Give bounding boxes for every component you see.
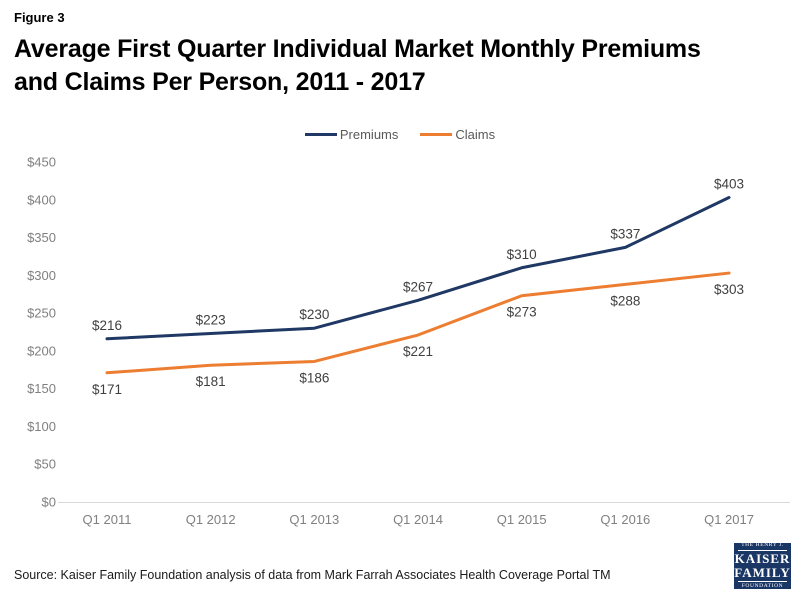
x-tick-label: Q1 2015	[497, 512, 547, 527]
y-tick-label: $300	[27, 268, 56, 283]
kff-logo-line2: KAISER	[734, 551, 791, 567]
claims-data-label: $288	[610, 293, 640, 308]
legend-label-claims: Claims	[455, 127, 496, 142]
premiums-data-label: $310	[507, 247, 537, 262]
premiums-data-label: $337	[610, 226, 640, 241]
x-tick-label: Q1 2014	[393, 512, 443, 527]
figure-label: Figure 3	[14, 10, 65, 25]
premiums-data-label: $223	[196, 313, 226, 328]
claims-data-label: $186	[299, 370, 329, 385]
kff-logo: THE HENRY J. KAISER FAMILY FOUNDATION	[734, 541, 791, 589]
y-tick-label: $400	[27, 192, 56, 207]
y-tick-label: $150	[27, 381, 56, 396]
claims-data-label: $273	[507, 305, 537, 320]
legend-item-claims: Claims	[420, 127, 495, 142]
y-tick-label: $0	[42, 495, 56, 510]
legend-swatch-premiums	[304, 133, 337, 136]
y-tick-label: $200	[27, 343, 56, 358]
premiums-data-label: $403	[714, 177, 744, 192]
claims-data-label: $303	[714, 282, 744, 297]
kff-logo-line1: THE HENRY J.	[741, 541, 784, 548]
x-tick-label: Q1 2012	[186, 512, 236, 527]
y-tick-label: $250	[27, 306, 56, 321]
legend-item-premiums: Premiums	[304, 127, 399, 142]
claims-data-label: $181	[196, 374, 226, 389]
claims-line	[105, 271, 731, 375]
premiums-line	[105, 196, 731, 341]
source-note: Source: Kaiser Family Foundation analysi…	[14, 568, 611, 582]
y-tick-label: $50	[34, 457, 56, 472]
premiums-data-label: $267	[403, 279, 433, 294]
legend-label-premiums: Premiums	[339, 127, 399, 142]
premiums-data-label: $216	[92, 318, 122, 333]
x-tick-label: Q1 2013	[289, 512, 339, 527]
chart-legend: Premiums Claims	[0, 127, 800, 142]
y-tick-label: $100	[27, 419, 56, 434]
kff-logo-line3: FAMILY	[734, 565, 791, 580]
kff-logo-line4: FOUNDATION	[741, 582, 784, 589]
kff-logo-rule-bottom	[738, 580, 787, 582]
y-tick-label: $350	[27, 230, 56, 245]
x-tick-label: Q1 2011	[83, 512, 132, 527]
line-chart: $0 $50 $100 $150 $200 $250 $300 $350 $400 $450 Q1 …	[27, 155, 790, 527]
chart-title: Average First Quarter Individual Market …	[14, 35, 701, 96]
x-tick-label: Q1 2016	[600, 512, 650, 527]
premiums-data-label: $230	[299, 307, 329, 322]
claims-data-label: $171	[92, 382, 122, 397]
x-tick-label: Q1 2017	[704, 512, 754, 527]
kff-logo-rule-top	[738, 550, 787, 552]
claims-data-label: $221	[403, 344, 433, 359]
legend-swatch-claims	[420, 133, 453, 136]
y-tick-label: $450	[27, 155, 56, 170]
